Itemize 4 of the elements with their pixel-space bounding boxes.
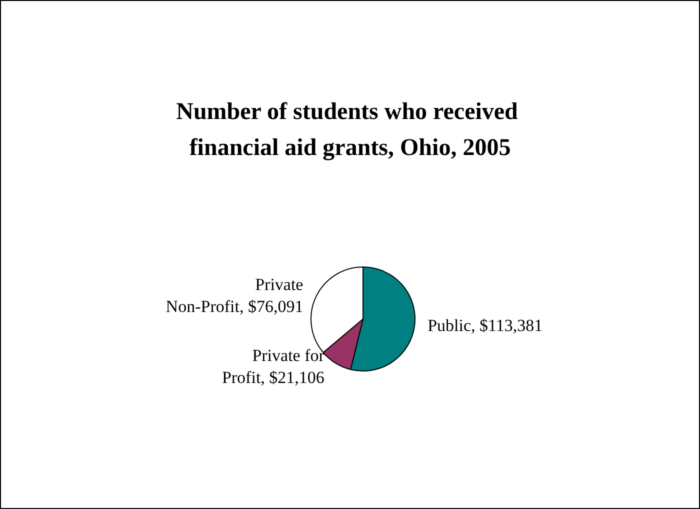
chart-title: Number of students who received financial aid grants, Ohio, 2005 xyxy=(176,99,524,161)
slice-label: Public, $113,381 xyxy=(428,316,543,336)
slice-label: Private for Profit, $21,106 xyxy=(222,346,325,388)
slice-label: Private Non-Profit, $76,091 xyxy=(166,274,304,316)
